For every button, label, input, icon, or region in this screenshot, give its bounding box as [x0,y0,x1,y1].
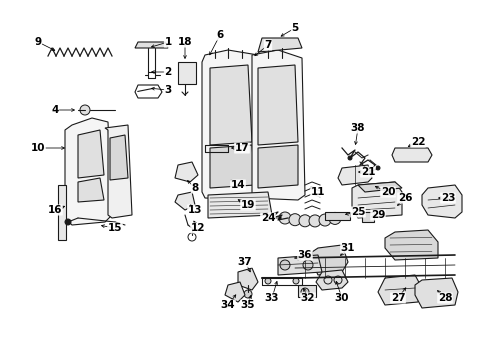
Text: 23: 23 [440,193,454,203]
Text: 33: 33 [264,293,279,303]
Polygon shape [105,125,132,218]
Polygon shape [215,162,242,180]
Text: 36: 36 [297,250,312,260]
Text: 14: 14 [230,180,245,190]
Bar [361,212,373,222]
Polygon shape [351,182,401,218]
Text: 21: 21 [360,167,374,177]
Text: 4: 4 [51,105,59,115]
Text: 34: 34 [220,300,235,310]
Text: 17: 17 [234,143,249,153]
Text: 1: 1 [164,37,171,47]
Polygon shape [258,65,297,145]
Polygon shape [110,135,128,180]
Bar [325,212,349,220]
Circle shape [244,290,251,298]
Polygon shape [357,182,401,192]
Text: 2: 2 [164,67,171,77]
Text: 6: 6 [216,30,223,40]
Polygon shape [175,162,198,182]
Text: 37: 37 [237,257,252,267]
Text: 8: 8 [191,183,198,193]
Polygon shape [175,192,195,210]
Text: 9: 9 [34,37,41,47]
Polygon shape [238,268,258,290]
Polygon shape [278,255,321,275]
Text: 3: 3 [164,85,171,95]
Circle shape [279,212,290,224]
Circle shape [303,260,312,270]
Polygon shape [391,148,431,162]
Circle shape [80,105,90,115]
Text: 22: 22 [410,137,425,147]
Circle shape [65,219,71,225]
Circle shape [367,170,371,174]
Polygon shape [202,50,260,200]
Polygon shape [421,185,461,218]
Polygon shape [384,230,437,260]
Text: 29: 29 [370,210,385,220]
Text: 31: 31 [340,243,354,253]
Polygon shape [78,178,104,202]
Polygon shape [414,278,457,308]
Polygon shape [258,38,302,52]
Text: 26: 26 [397,193,411,203]
Circle shape [292,278,298,284]
Text: 28: 28 [437,293,451,303]
Bar [297,285,315,297]
Polygon shape [207,192,271,218]
Text: 30: 30 [334,293,348,303]
Circle shape [328,212,340,224]
Bar [58,185,66,240]
Text: 35: 35 [240,300,255,310]
Circle shape [288,214,301,226]
Text: 7: 7 [264,40,271,50]
Circle shape [318,214,330,226]
Text: 13: 13 [187,205,202,215]
Text: 24: 24 [260,213,275,223]
Text: 27: 27 [390,293,405,303]
Text: 16: 16 [48,205,62,215]
Polygon shape [337,165,371,185]
Bar [178,62,196,84]
Polygon shape [315,270,347,290]
Polygon shape [258,145,297,188]
Text: 11: 11 [310,187,325,197]
Text: 20: 20 [380,187,394,197]
Polygon shape [209,65,251,145]
Text: 10: 10 [31,143,45,153]
Text: 15: 15 [107,223,122,233]
Polygon shape [377,275,421,305]
Text: 12: 12 [190,223,205,233]
Circle shape [357,166,361,170]
Circle shape [308,215,320,227]
Text: 18: 18 [177,37,192,47]
Polygon shape [135,42,168,48]
Circle shape [264,278,270,284]
Text: 25: 25 [350,207,365,217]
Text: 5: 5 [291,23,298,33]
Polygon shape [78,130,104,178]
Text: 38: 38 [350,123,365,133]
Circle shape [280,260,289,270]
Polygon shape [224,282,244,302]
Polygon shape [65,118,112,225]
Circle shape [301,288,308,296]
Circle shape [347,156,351,160]
Circle shape [298,215,310,227]
Polygon shape [311,245,347,275]
Text: 19: 19 [240,200,255,210]
Polygon shape [251,50,305,200]
Text: 32: 32 [300,293,315,303]
Circle shape [375,166,379,170]
Polygon shape [209,145,254,188]
